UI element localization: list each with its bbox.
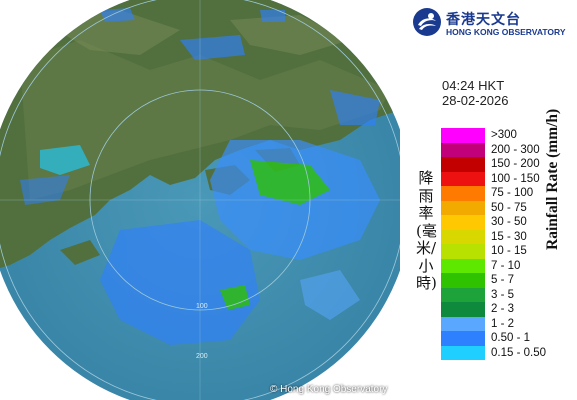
legend-row: 5 - 7 — [441, 273, 577, 288]
legend-row: 50 - 75 — [441, 200, 577, 215]
legend-swatch — [441, 244, 485, 259]
legend-label: 7 - 10 — [491, 259, 521, 272]
legend-row: 100 - 150 — [441, 171, 577, 186]
radar-time: 04:24 HKT — [442, 78, 505, 93]
legend-swatch — [441, 331, 485, 346]
logo-english-name: HONG KONG OBSERVATORY — [446, 27, 566, 37]
legend-row: 0.15 - 0.50 — [441, 345, 577, 360]
legend-title-english: Rainfall Rate (mm/h) — [544, 108, 561, 250]
legend-label: 100 - 150 — [491, 172, 540, 185]
legend-swatch — [441, 200, 485, 215]
legend-row: 30 - 50 — [441, 215, 577, 230]
range-label-100: 100 — [196, 303, 208, 310]
logo-chinese-name: 香港天文台 — [446, 12, 521, 28]
legend-panel: 香港天文台 HONG KONG OBSERVATORY 04:24 HKT 28… — [400, 0, 577, 400]
legend-swatch — [441, 186, 485, 201]
legend-label: 15 - 30 — [491, 230, 527, 243]
legend-swatch — [441, 142, 485, 157]
legend-label: 0.50 - 1 — [491, 332, 530, 344]
legend-swatch — [441, 345, 485, 360]
legend-label: 200 - 300 — [491, 143, 540, 156]
legend-row: 75 - 100 — [441, 186, 577, 201]
hko-logo-icon — [413, 8, 441, 36]
hko-logo: 香港天文台 HONG KONG OBSERVATORY — [412, 7, 572, 39]
legend-swatch — [441, 302, 485, 317]
range-label-200: 200 — [196, 353, 208, 360]
legend-label: 75 - 100 — [491, 187, 534, 199]
legend-swatch — [441, 229, 485, 244]
legend-row: 15 - 30 — [441, 229, 577, 244]
legend-label: >300 — [491, 129, 517, 141]
legend-label: 1 - 2 — [491, 317, 515, 330]
legend-swatch — [441, 215, 485, 230]
legend-row: 0.50 - 1 — [441, 331, 577, 346]
legend-row: 10 - 15 — [441, 244, 577, 259]
legend-swatch — [441, 287, 485, 302]
legend-swatch — [441, 258, 485, 273]
legend-row: 200 - 300 — [441, 142, 577, 157]
legend-label: 3 - 5 — [491, 288, 515, 301]
rainfall-legend: >300 200 - 300 150 - 200 100 - 150 75 - 100 5… — [441, 128, 577, 360]
legend-label: 5 - 7 — [491, 274, 515, 286]
legend-row: 7 - 10 — [441, 258, 577, 273]
legend-row: 2 - 3 — [441, 302, 577, 317]
legend-swatch — [441, 273, 485, 288]
radar-map-graphic: 100 200 — [0, 0, 400, 400]
legend-row: >300 — [441, 128, 577, 143]
island — [60, 240, 100, 265]
rain-echoes — [20, 8, 380, 345]
legend-label: 30 - 50 — [491, 216, 527, 228]
radar-date: 28-02-2026 — [442, 93, 509, 108]
legend-swatch — [441, 171, 485, 186]
legend-label: 50 - 75 — [491, 201, 527, 214]
legend-swatch — [441, 157, 485, 172]
legend-row: 3 - 5 — [441, 287, 577, 302]
land-shading — [20, 40, 390, 200]
radar-map[interactable]: 100 200 © Hong Kong Observatory — [0, 0, 400, 400]
legend-row: 1 - 2 — [441, 316, 577, 331]
legend-label: 0.15 - 0.50 — [491, 346, 546, 359]
legend-swatch — [441, 316, 485, 331]
legend-label: 150 - 200 — [491, 158, 540, 170]
legend-label: 10 - 15 — [491, 245, 527, 257]
legend-title-chinese: 降雨率(毫米/小時) — [416, 169, 437, 292]
legend-row: 150 - 200 — [441, 157, 577, 172]
legend-swatch — [441, 128, 485, 143]
copyright-text: © Hong Kong Observatory — [270, 384, 388, 395]
legend-label: 2 - 3 — [491, 303, 515, 315]
